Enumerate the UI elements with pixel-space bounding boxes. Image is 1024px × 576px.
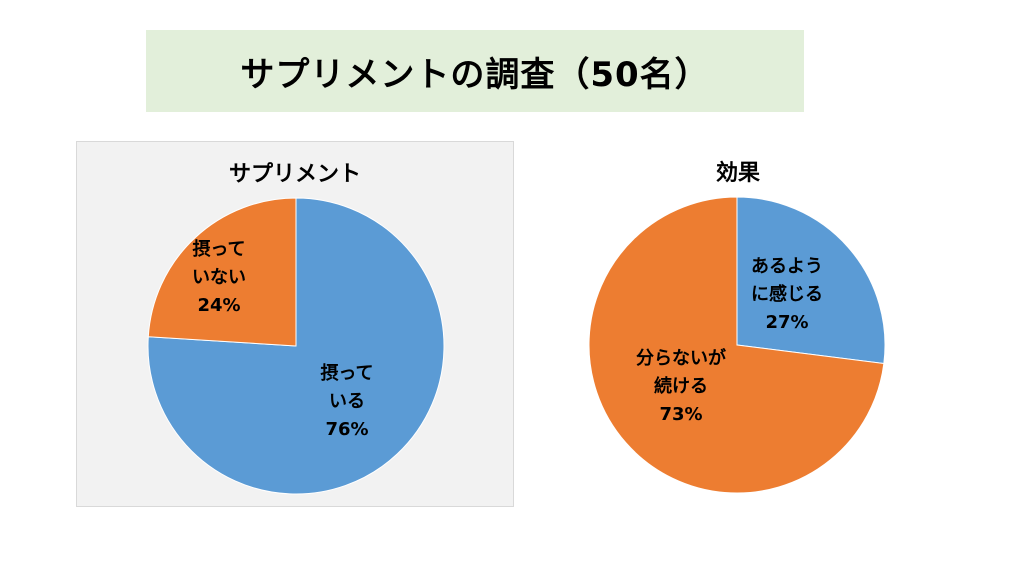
chart-title-supplement: サプリメント: [228, 162, 361, 187]
slice-category-label: いない: [192, 267, 246, 288]
page-title: サプリメントの調査（50名）: [240, 54, 710, 95]
slice-category-label: あるよう: [751, 256, 823, 277]
pie-chart-supplement: 摂っている 76%摂っていない 24%: [147, 197, 445, 495]
pie-slice: [588, 196, 885, 494]
slice-percent-label: 27%: [765, 312, 808, 333]
chart-panel-supplement: サプリメント 摂っている 76% 摂っていない 24%: [76, 141, 514, 507]
slice-category-label: 分らないが: [636, 347, 726, 369]
pie-chart-effect: あるように感じる 27% 分らないが続ける 73%: [588, 196, 886, 494]
slice-category-label: 摂って: [192, 238, 245, 260]
slice-percent-label: 24%: [197, 295, 240, 316]
slice-percent-label: 73%: [659, 404, 702, 425]
slice-category-label: に感じる: [751, 283, 823, 305]
slice-label: あるように感じる 27%: [751, 256, 823, 333]
slice-category-label: 摂って: [320, 362, 373, 384]
chart-title-effect: 効果: [715, 161, 760, 186]
slice-category-label: いる: [329, 391, 365, 412]
slice-category-label: 続ける: [654, 375, 708, 397]
pie-slice: [736, 196, 886, 365]
slice-label: 分らないが続ける 73%: [636, 347, 726, 425]
pie-slice: [147, 197, 297, 347]
slice-label: 摂っていない 24%: [192, 238, 246, 316]
chart-panel-effect: 効果 あるように感じる 27% 分らないが続ける 73%: [578, 141, 898, 507]
slice-percent-label: 76%: [325, 419, 368, 440]
slice-label: 摂っている 76%: [320, 362, 373, 440]
title-banner: サプリメントの調査（50名）: [146, 30, 804, 112]
